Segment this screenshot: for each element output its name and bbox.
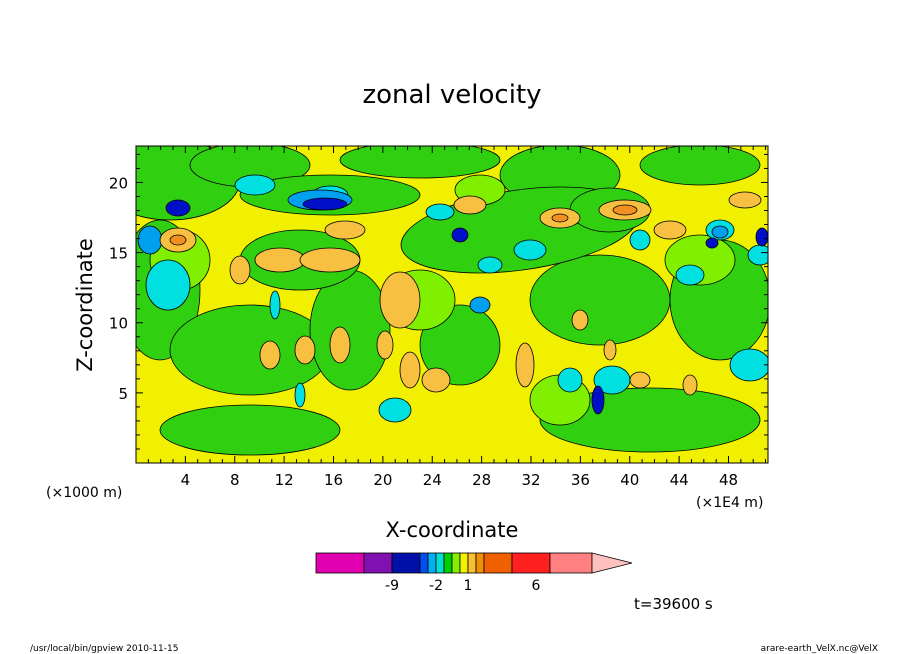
plot-area bbox=[136, 146, 768, 463]
contour-region bbox=[302, 197, 348, 211]
contour-region bbox=[159, 404, 341, 456]
contour-region bbox=[653, 220, 687, 240]
colorbar-segment bbox=[427, 552, 437, 574]
x-tick-label: 20 bbox=[373, 471, 392, 489]
plot-frame bbox=[135, 145, 769, 464]
contour-region bbox=[612, 204, 638, 216]
contour-region bbox=[425, 203, 455, 221]
x-tick-label: 44 bbox=[670, 471, 689, 489]
contour-region bbox=[755, 227, 768, 247]
colorbar-segment bbox=[435, 552, 445, 574]
x-axis-label: X-coordinate bbox=[386, 518, 519, 542]
contour-region bbox=[329, 326, 351, 364]
colorbar-tick-label: -9 bbox=[385, 578, 399, 594]
colorbar-segment bbox=[475, 552, 485, 574]
colorbar-arrow bbox=[591, 552, 633, 574]
contour-region bbox=[399, 351, 421, 389]
contour-region bbox=[145, 259, 191, 311]
x-tick-label: 28 bbox=[472, 471, 491, 489]
x-tick-label: 16 bbox=[324, 471, 343, 489]
contour-region bbox=[165, 199, 191, 217]
x-unit-right: (×1E4 m) bbox=[696, 495, 763, 511]
colorbar-segment bbox=[391, 552, 421, 574]
contour-region bbox=[557, 367, 583, 393]
contour-region bbox=[477, 256, 503, 274]
time-annotation: t=39600 s bbox=[634, 595, 713, 613]
contour-region bbox=[229, 255, 251, 285]
colorbar-segment bbox=[363, 552, 393, 574]
contour-region bbox=[603, 339, 617, 361]
contour-region bbox=[234, 174, 276, 196]
contour-region bbox=[376, 330, 394, 360]
y-tick-label: 20 bbox=[109, 174, 128, 192]
contour-region bbox=[728, 191, 762, 209]
colorbar-segment bbox=[315, 552, 365, 574]
colorbar-segment bbox=[451, 552, 461, 574]
x-tick-label: 12 bbox=[275, 471, 294, 489]
colorbar-tick-label: 6 bbox=[532, 578, 541, 594]
x-unit-left: (×1000 m) bbox=[46, 485, 122, 501]
contour-region bbox=[294, 382, 306, 408]
colorbar-segment bbox=[443, 552, 453, 574]
x-tick-label: 36 bbox=[571, 471, 590, 489]
contour-region bbox=[551, 213, 569, 223]
contour-region bbox=[421, 367, 451, 393]
contour-region bbox=[629, 229, 651, 251]
colorbar-segment bbox=[459, 552, 469, 574]
contour-region bbox=[453, 195, 487, 215]
footer-left: /usr/local/bin/gpview 2010-11-15 bbox=[30, 644, 178, 654]
contour-region bbox=[324, 220, 366, 240]
contour-region bbox=[378, 397, 412, 423]
contour-region bbox=[682, 374, 698, 396]
contour-region bbox=[469, 296, 491, 314]
colorbar-segment bbox=[483, 552, 513, 574]
chart-title: zonal velocity bbox=[362, 80, 541, 110]
contour-region bbox=[639, 146, 761, 186]
y-axis-label: Z-coordinate bbox=[73, 238, 97, 372]
x-tick-label: 48 bbox=[719, 471, 738, 489]
contour-region bbox=[451, 227, 469, 243]
contour-region bbox=[137, 225, 163, 255]
contour-region bbox=[729, 348, 768, 382]
contour-region bbox=[339, 146, 501, 179]
contour-region bbox=[259, 340, 281, 370]
contour-region bbox=[529, 254, 671, 346]
colorbar-segment bbox=[467, 552, 477, 574]
contour-region bbox=[515, 342, 535, 388]
y-tick-label: 5 bbox=[118, 385, 128, 403]
contour-region bbox=[169, 234, 187, 246]
colorbar-segment bbox=[511, 552, 551, 574]
footer-right: arare-earth_VelX.nc@VelX bbox=[761, 644, 878, 654]
contour-region bbox=[705, 237, 719, 249]
contour-region bbox=[711, 225, 729, 239]
contour-region bbox=[299, 247, 361, 273]
contour-region bbox=[571, 309, 589, 331]
contour-region bbox=[254, 247, 306, 273]
contour-region bbox=[269, 290, 281, 320]
y-tick-label: 10 bbox=[109, 315, 128, 333]
contour-region bbox=[379, 271, 421, 329]
colorbar-tick-label: 1 bbox=[464, 578, 473, 594]
x-tick-label: 32 bbox=[521, 471, 540, 489]
contour-region bbox=[294, 335, 316, 365]
contour-region bbox=[513, 239, 547, 261]
colorbar-segment bbox=[549, 552, 593, 574]
contour-region bbox=[629, 371, 651, 389]
x-tick-label: 40 bbox=[620, 471, 639, 489]
colorbar-segment bbox=[419, 552, 429, 574]
colorbar-tick-label: -2 bbox=[429, 578, 443, 594]
contour-region bbox=[591, 385, 605, 415]
x-tick-label: 8 bbox=[230, 471, 240, 489]
x-tick-label: 4 bbox=[181, 471, 191, 489]
x-tick-label: 24 bbox=[423, 471, 442, 489]
colorbar bbox=[315, 552, 633, 574]
y-tick-label: 15 bbox=[109, 245, 128, 263]
contour-region bbox=[675, 264, 705, 286]
